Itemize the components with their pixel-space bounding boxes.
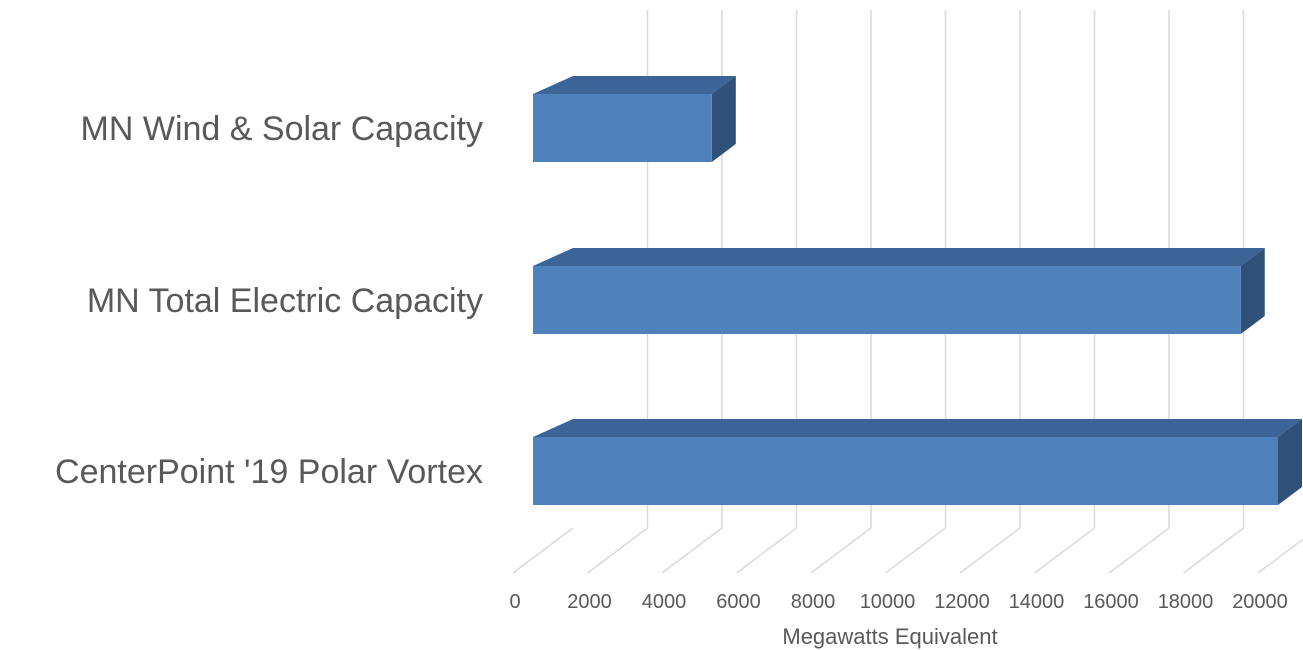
bar — [533, 76, 736, 162]
gridline-floor — [1183, 527, 1244, 574]
gridline-floor — [736, 527, 797, 574]
gridline-floor — [1108, 527, 1170, 574]
gridline-floor — [885, 527, 946, 574]
x-tick-label: 0 — [509, 591, 520, 613]
bar-top-face — [533, 76, 736, 94]
gridline-floor — [587, 527, 648, 574]
bar-top-face — [533, 419, 1302, 437]
bar — [533, 419, 1302, 505]
x-tick-label: 4000 — [642, 591, 687, 613]
category-labels: MN Wind & Solar Capacity MN Total Electri… — [55, 110, 483, 491]
category-label: CenterPoint '19 Polar Vortex — [55, 453, 483, 491]
bar-front-face — [533, 437, 1278, 505]
x-tick-label: 20000 — [1232, 591, 1288, 613]
category-label: MN Total Electric Capacity — [87, 282, 483, 320]
x-tick-label: 12000 — [934, 591, 990, 613]
x-tick-labels: 0 2000 4000 6000 8000 10000 12000 14000 16000 180… — [509, 591, 1287, 613]
bar-side-face — [1240, 248, 1265, 334]
bar-top-face — [533, 248, 1265, 266]
gridline-floor — [661, 527, 723, 574]
bar-side-face — [1278, 419, 1302, 505]
bar-front-face — [533, 266, 1241, 334]
x-tick-label: 6000 — [716, 591, 761, 613]
gridline-floor — [810, 527, 872, 574]
x-axis-title: Megawatts Equivalent — [782, 624, 997, 649]
x-tick-label: 8000 — [791, 591, 836, 613]
x-tick-label: 18000 — [1158, 591, 1214, 613]
bars — [533, 76, 1302, 505]
gridline-floor — [1034, 527, 1095, 574]
x-tick-label: 2000 — [567, 591, 612, 613]
gridline-floor — [512, 527, 574, 574]
bar — [533, 248, 1265, 334]
x-tick-label: 16000 — [1083, 591, 1139, 613]
gridline-floor — [1257, 538, 1303, 574]
category-label: MN Wind & Solar Capacity — [81, 110, 483, 148]
bar-front-face — [533, 94, 712, 162]
x-tick-label: 10000 — [860, 591, 916, 613]
x-tick-label: 14000 — [1009, 591, 1065, 613]
bar-side-face — [711, 76, 736, 162]
gridline-floor — [959, 527, 1021, 574]
